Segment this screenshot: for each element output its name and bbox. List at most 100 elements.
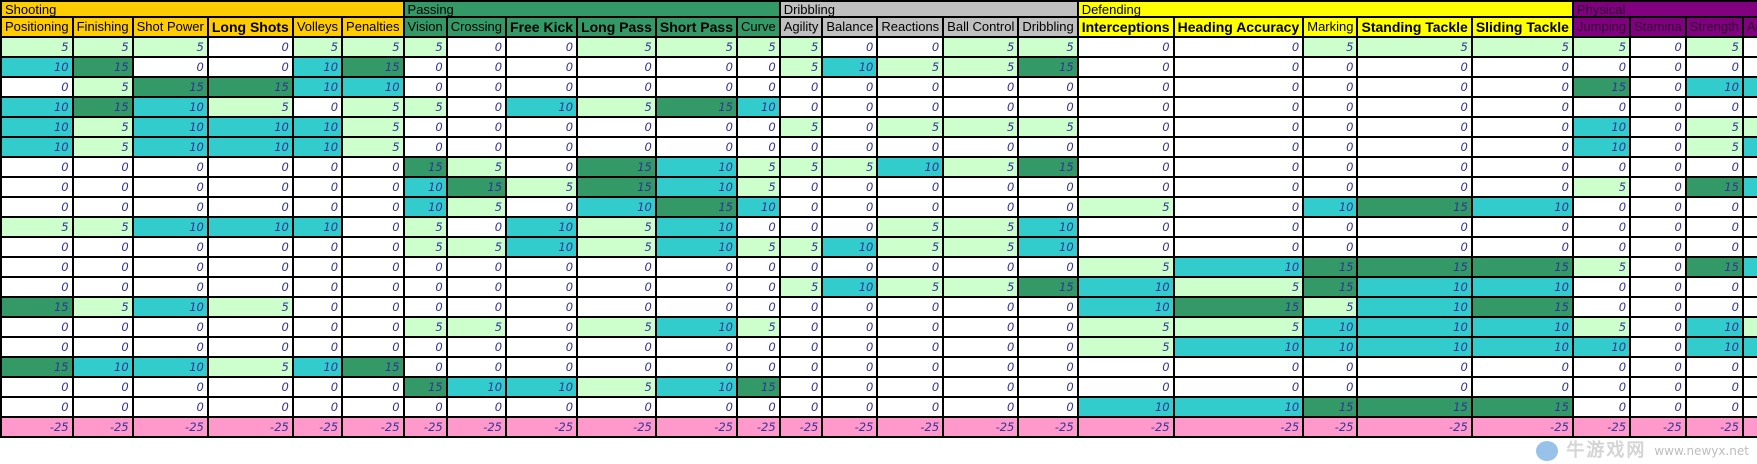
cell[interactable]: 10 (1017, 236, 1079, 258)
cell[interactable]: 5 (942, 236, 1020, 258)
cell[interactable]: 5 (1017, 116, 1079, 138)
cell[interactable]: 15 (1302, 396, 1359, 418)
cell[interactable]: 5 (445, 236, 508, 258)
cell[interactable]: 0 (1302, 96, 1359, 118)
cell[interactable]: 0 (778, 176, 824, 198)
cell[interactable]: 0 (821, 96, 879, 118)
cell[interactable]: 10 (131, 356, 209, 378)
cell[interactable]: 10 (505, 236, 579, 258)
cell[interactable]: 0 (291, 156, 344, 178)
cell[interactable]: 0 (341, 156, 405, 178)
cell[interactable]: 10 (654, 216, 739, 238)
cell[interactable]: 0 (576, 56, 657, 78)
cell[interactable]: 0 (576, 256, 657, 278)
cell[interactable]: 10 (1356, 336, 1473, 358)
cell[interactable]: 10 (206, 136, 294, 158)
cell[interactable]: 0 (1571, 296, 1632, 318)
cell[interactable]: 0 (341, 396, 405, 418)
cell[interactable]: 0 (505, 336, 579, 358)
column-header-stamina[interactable]: Stamina (1629, 16, 1687, 38)
cell[interactable]: 0 (821, 196, 879, 218)
cell[interactable]: 0 (1629, 136, 1687, 158)
cell[interactable]: 10 (1172, 396, 1305, 418)
cell[interactable]: 0 (341, 376, 405, 398)
cell[interactable]: 0 (1629, 396, 1687, 418)
cell[interactable]: 0 (1629, 116, 1687, 138)
cell[interactable]: 5 (206, 96, 294, 118)
cell[interactable]: 5 (778, 156, 824, 178)
cell[interactable]: 0 (402, 56, 448, 78)
cell[interactable]: -25 (1017, 416, 1079, 438)
cell[interactable]: 0 (206, 256, 294, 278)
cell[interactable]: 15 (1017, 56, 1079, 78)
cell[interactable]: 10 (821, 276, 879, 298)
cell[interactable]: 0 (1076, 376, 1175, 398)
cell[interactable]: 0 (1629, 176, 1687, 198)
cell[interactable]: 10 (576, 196, 657, 218)
cell[interactable]: -25 (942, 416, 1020, 438)
cell[interactable]: 0 (821, 176, 879, 198)
cell[interactable]: 0 (1684, 196, 1744, 218)
cell[interactable]: 0 (1017, 76, 1079, 98)
cell[interactable]: 0 (736, 296, 781, 318)
cell[interactable]: 0 (1172, 116, 1305, 138)
cell[interactable]: -25 (1302, 416, 1359, 438)
cell[interactable]: 15 (1302, 256, 1359, 278)
cell[interactable]: 0 (1571, 56, 1632, 78)
cell[interactable]: 0 (876, 36, 945, 58)
cell[interactable]: 15 (1017, 156, 1079, 178)
cell[interactable]: 0 (341, 196, 405, 218)
cell[interactable]: 5 (576, 236, 657, 258)
cell[interactable]: 0 (1172, 96, 1305, 118)
cell[interactable]: 0 (1629, 316, 1687, 338)
cell[interactable]: 10 (341, 76, 405, 98)
cell[interactable]: 10 (1571, 136, 1632, 158)
cell[interactable]: -25 (1470, 416, 1574, 438)
cell[interactable]: 10 (876, 156, 945, 178)
cell[interactable]: 0 (1571, 156, 1632, 178)
column-header-shot-power[interactable]: Shot Power (131, 16, 209, 38)
cell[interactable]: 0 (1629, 276, 1687, 298)
cell[interactable]: 0 (1470, 356, 1574, 378)
cell[interactable]: 10 (654, 156, 739, 178)
cell[interactable]: 0 (654, 136, 739, 158)
cell[interactable]: 0 (1684, 56, 1744, 78)
cell[interactable]: 5 (876, 216, 945, 238)
cell[interactable]: 0 (206, 316, 294, 338)
cell[interactable]: 0 (206, 236, 294, 258)
cell[interactable]: 0 (1741, 36, 1757, 58)
cell[interactable]: 0 (1017, 136, 1079, 158)
column-header-free-kick[interactable]: Free Kick (505, 16, 579, 38)
cell[interactable]: 0 (445, 256, 508, 278)
cell[interactable]: 0 (1684, 276, 1744, 298)
cell[interactable]: 10 (291, 76, 344, 98)
cell[interactable]: 0 (654, 336, 739, 358)
cell[interactable]: 0 (1629, 216, 1687, 238)
cell[interactable]: 0 (736, 276, 781, 298)
cell[interactable]: 0 (1076, 176, 1175, 198)
cell[interactable]: 0 (876, 256, 945, 278)
cell[interactable]: 0 (1017, 256, 1079, 278)
cell[interactable]: 15 (341, 56, 405, 78)
cell[interactable]: 15 (402, 376, 448, 398)
cell[interactable]: 0 (876, 96, 945, 118)
cell[interactable]: 5 (71, 76, 134, 98)
cell[interactable]: 0 (0, 76, 74, 98)
cell[interactable]: 0 (778, 396, 824, 418)
cell[interactable]: 0 (206, 196, 294, 218)
cell[interactable]: 0 (1571, 196, 1632, 218)
cell[interactable]: 0 (291, 396, 344, 418)
cell[interactable]: 5 (1684, 136, 1744, 158)
column-header-standing-tackle[interactable]: Standing Tackle (1356, 16, 1473, 38)
cell[interactable]: 15 (206, 76, 294, 98)
cell[interactable]: 0 (291, 296, 344, 318)
cell[interactable]: 0 (1302, 216, 1359, 238)
cell[interactable]: 5 (402, 236, 448, 258)
cell[interactable]: 0 (505, 136, 579, 158)
cell[interactable]: 10 (291, 136, 344, 158)
cell[interactable]: 0 (942, 136, 1020, 158)
cell[interactable]: 5 (778, 56, 824, 78)
cell[interactable]: 0 (1629, 296, 1687, 318)
cell[interactable]: 5 (1076, 336, 1175, 358)
cell[interactable]: 0 (821, 136, 879, 158)
